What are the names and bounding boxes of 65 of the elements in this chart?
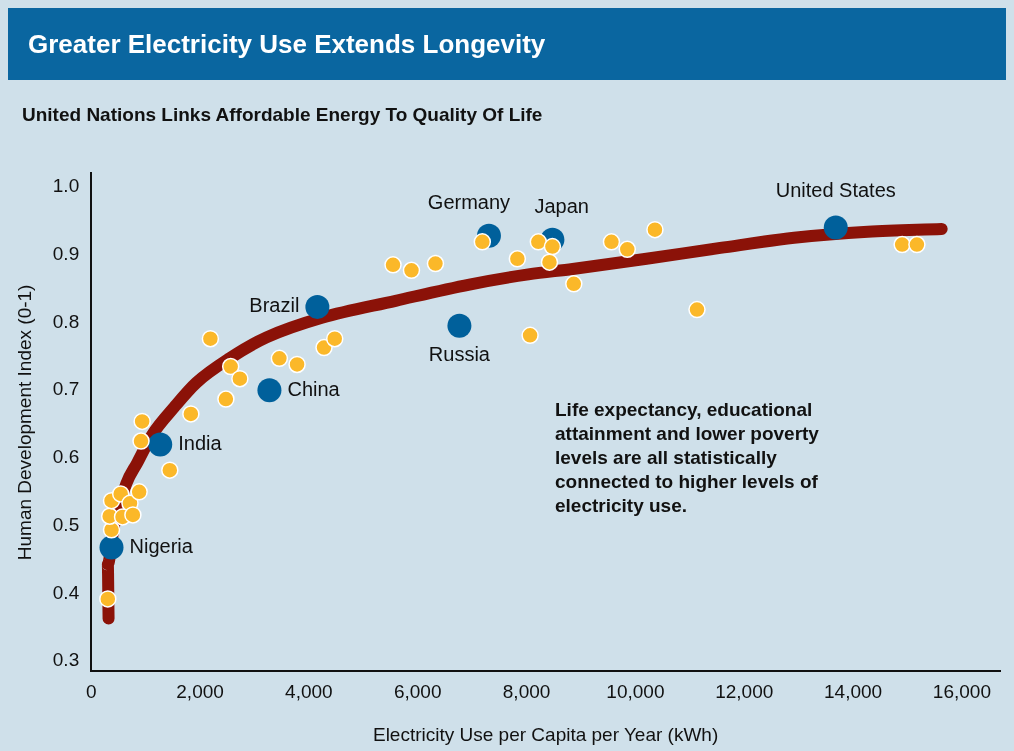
annotation: United States [775, 179, 896, 202]
point [543, 237, 562, 256]
point [384, 256, 402, 274]
point [270, 349, 289, 368]
point [130, 483, 148, 501]
point [508, 250, 527, 268]
point [305, 294, 330, 319]
y-tick-label: 1.0 [52, 175, 80, 197]
y-tick-label: 0.5 [52, 513, 80, 535]
point [602, 233, 621, 251]
point [288, 355, 306, 374]
point [402, 261, 421, 280]
annotation: Russia [428, 343, 491, 366]
y-tick-label: 0.3 [52, 649, 80, 671]
point [201, 329, 220, 348]
x-axis-title: Electricity Use per Capita per Year (kWh) [372, 723, 719, 745]
point [618, 240, 637, 259]
point [646, 220, 664, 239]
point [529, 233, 548, 251]
point [823, 215, 848, 240]
point [217, 390, 235, 408]
point [161, 461, 179, 479]
y-tick-label: 0.9 [52, 242, 80, 264]
point [325, 329, 344, 348]
annotation: China [287, 377, 341, 400]
x-tick-label: 4,000 [285, 681, 333, 703]
point [132, 432, 150, 450]
point [540, 253, 559, 271]
chart-subtitle: United Nations Links Affordable Energy To Quality Of Life [22, 104, 543, 126]
annotation: Nigeria [129, 534, 194, 557]
y-tick-label: 0.7 [52, 378, 80, 400]
point [688, 300, 706, 319]
annotation: Life expectancy, educational attainment and lower poverty levels are all statistically connected to higher levels of electricity use. [555, 398, 820, 518]
annotation: Germany [427, 191, 511, 214]
point [99, 590, 117, 608]
y-tick-label: 0.6 [52, 446, 80, 468]
annotation: Brazil [249, 294, 300, 317]
x-tick-label: 12,000 [715, 681, 774, 703]
point [521, 326, 539, 345]
point [447, 313, 472, 338]
point [221, 357, 240, 376]
y-tick-label: 0.4 [52, 581, 80, 603]
x-tick-label: 14,000 [824, 681, 883, 703]
point [426, 254, 445, 273]
chart-title: Greater Electricity Use Extends Longevity [8, 8, 1006, 80]
annotation: India [178, 431, 223, 454]
annotation: Japan [534, 195, 589, 218]
x-tick-label: 8,000 [502, 681, 551, 703]
point [565, 275, 583, 293]
point [133, 412, 151, 431]
point [231, 369, 249, 388]
point [893, 235, 911, 254]
x-tick-label: 2,000 [176, 681, 224, 703]
point [124, 506, 142, 524]
x-tick-label: 0 [85, 681, 97, 703]
point [257, 378, 282, 403]
point [908, 235, 926, 254]
x-tick-label: 6,000 [393, 681, 442, 703]
point [148, 432, 173, 457]
point [182, 405, 200, 423]
x-tick-label: 10,000 [606, 681, 665, 703]
y-axis-title: Human Development Index (0-1) [13, 284, 35, 561]
y-tick-label: 0.8 [52, 310, 80, 332]
point [99, 535, 124, 560]
x-tick-label: 16,000 [932, 681, 991, 703]
